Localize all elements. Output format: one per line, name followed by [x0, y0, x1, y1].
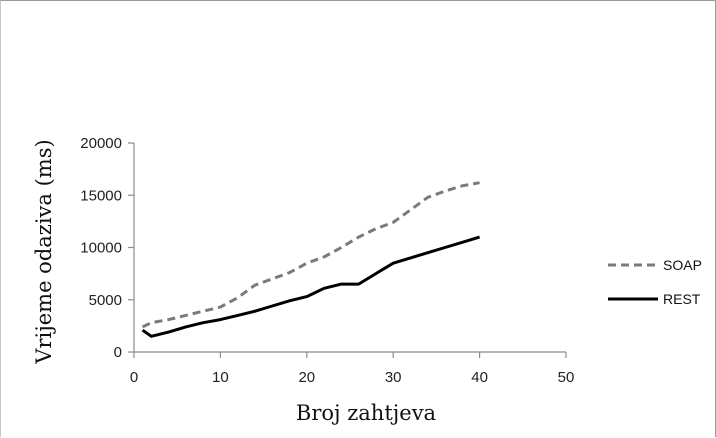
legend-label-rest: REST	[663, 291, 701, 307]
y-tick-label: 5000	[89, 292, 122, 309]
ticks: 0 5000 10000 15000 20000 0 10 20 30 40 50	[80, 135, 574, 386]
series-line-soap	[141, 181, 480, 329]
x-tick-label: 50	[558, 369, 575, 386]
x-tick-label: 30	[385, 369, 402, 386]
legend: SOAP REST	[608, 257, 702, 307]
x-axis-title: Broj zahtjeva	[296, 401, 436, 425]
y-tick-label: 15000	[80, 187, 122, 204]
y-tick-label: 10000	[80, 240, 122, 257]
legend-label-soap: SOAP	[663, 257, 702, 273]
x-tick-label: 40	[471, 369, 488, 386]
y-tick-label: 0	[114, 344, 122, 361]
y-tick-label: 20000	[80, 135, 122, 152]
y-axis-title: Vrijeme odaziva (ms)	[32, 139, 56, 364]
x-tick-label: 0	[130, 369, 138, 386]
series-line-rest	[141, 235, 481, 338]
series-lines	[141, 181, 481, 338]
x-tick-label: 10	[212, 369, 229, 386]
x-tick-label: 20	[298, 369, 315, 386]
axes	[133, 143, 566, 353]
